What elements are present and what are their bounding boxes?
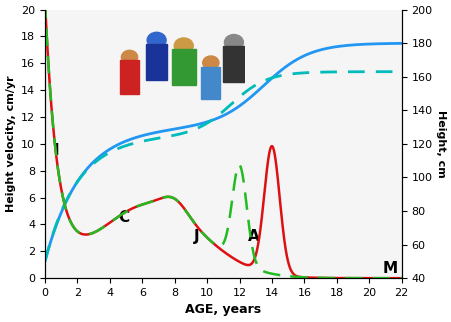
Text: I: I	[54, 143, 60, 157]
Text: J: J	[194, 229, 199, 243]
X-axis label: AGE, years: AGE, years	[185, 303, 261, 317]
Y-axis label: Height, cm: Height, cm	[436, 110, 446, 178]
Text: M: M	[382, 261, 396, 277]
Text: C: C	[118, 210, 129, 225]
Y-axis label: Height velocity, cm/yr: Height velocity, cm/yr	[5, 76, 15, 212]
Text: A: A	[247, 229, 259, 243]
